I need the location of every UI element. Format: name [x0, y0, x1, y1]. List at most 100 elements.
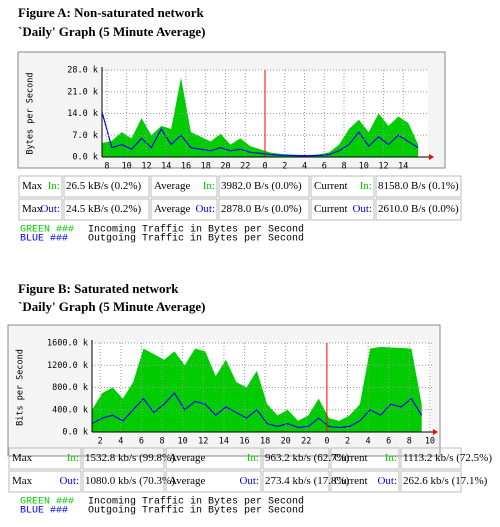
stat-label-cell — [165, 447, 262, 470]
stat-label: Max — [22, 180, 43, 192]
y-tick-label: 800.0 k — [52, 383, 88, 393]
stat-value: 8158.0 B/s (0.1%) — [378, 180, 459, 192]
x-tick-label: 10 — [425, 437, 435, 447]
legend-marker: GREEN ### — [20, 497, 74, 508]
x-tick-label: 22 — [240, 162, 250, 172]
y-tick-label: 21.0 k — [67, 87, 98, 97]
stat-direction: Out: — [59, 475, 79, 487]
stat-label-cell — [8, 470, 82, 493]
y-tick-label: 7.0 k — [72, 131, 98, 141]
stat-value: 3982.0 B/s (0.0%) — [221, 180, 302, 192]
y-axis-label: Bits per Second — [16, 349, 26, 426]
x-tick-label: 6 — [322, 162, 327, 172]
stat-label: Max — [12, 475, 33, 487]
y-tick-label: 14.0 k — [67, 109, 98, 119]
legend-marker: BLUE ### — [20, 234, 68, 245]
x-tick-label: 8 — [341, 162, 346, 172]
stat-label: Average — [154, 180, 191, 192]
x-tick-label: 14 — [219, 437, 229, 447]
y-tick-label: 0.0 k — [72, 153, 98, 163]
stat-label: Average — [169, 475, 206, 487]
x-tick-label: 12 — [141, 162, 151, 172]
x-tick-label: 0 — [324, 437, 329, 447]
stat-label-cell — [8, 447, 82, 470]
stat-value-cell — [63, 198, 150, 221]
stat-label-cell — [330, 447, 400, 470]
x-tick-label: 16 — [239, 437, 249, 447]
x-tick-label: 14 — [161, 162, 171, 172]
legend-marker: BLUE ### — [20, 506, 68, 517]
stat-value-cell — [82, 447, 165, 470]
x-tick-label: 6 — [386, 437, 391, 447]
outgoing-line — [91, 392, 423, 429]
x-tick-label: 10 — [178, 437, 188, 447]
stat-label: Max — [12, 452, 33, 464]
stat-value-cell — [82, 470, 165, 493]
legend-text: Outgoing Traffic in Bytes per Second — [88, 505, 304, 517]
x-tick-label: 2 — [345, 437, 350, 447]
y-tick-label: 1600.0 k — [47, 339, 88, 349]
x-tick-label: 0 — [262, 162, 267, 172]
x-tick-label: 10 — [122, 162, 132, 172]
now-arrow — [429, 154, 434, 160]
stat-value-cell — [400, 447, 462, 470]
x-tick-label: 6 — [139, 437, 144, 447]
y-tick-label: 28.0 k — [67, 66, 98, 76]
legend-text: Incoming Traffic in Bytes per Second — [88, 224, 304, 236]
stat-value: 2610.0 B/s (0.0%) — [378, 203, 459, 215]
stat-value: 273.4 kb/s (17.8%) — [265, 475, 350, 487]
incoming-area — [92, 346, 422, 432]
stat-value: 963.2 kb/s (62.7%) — [265, 452, 350, 464]
stat-direction: In: — [203, 180, 215, 192]
x-tick-label: 12 — [198, 437, 208, 447]
now-arrow — [433, 429, 438, 435]
figure-subtitle: `Daily' Graph (5 Minute Average) — [18, 299, 206, 314]
outgoing-line — [101, 111, 419, 157]
y-tick-label: 400.0 k — [52, 405, 88, 415]
x-tick-label: 22 — [301, 437, 311, 447]
stat-label-cell — [330, 470, 400, 493]
x-tick-label: 2 — [98, 437, 103, 447]
stat-value-cell — [262, 447, 330, 470]
figure-subtitle: `Daily' Graph (5 Minute Average) — [18, 24, 206, 39]
x-tick-label: 18 — [260, 437, 270, 447]
figure-title: Figure A: Non-saturated network — [18, 5, 204, 20]
stat-value: 2878.0 B/s (0.0%) — [221, 203, 302, 215]
stat-label: Current — [334, 475, 368, 487]
stat-label: Max — [22, 203, 43, 215]
stat-value-cell — [375, 175, 462, 198]
x-tick-label: 20 — [220, 162, 230, 172]
stat-direction: In: — [247, 452, 259, 464]
y-tick-label: 0.0 k — [62, 428, 88, 438]
stat-label-cell — [18, 175, 63, 198]
x-tick-label: 16 — [181, 162, 191, 172]
stat-value-cell — [400, 470, 462, 493]
stat-value: 1080.0 kb/s (70.3%) — [85, 475, 175, 487]
stat-label: Current — [314, 203, 348, 215]
stat-label: Current — [314, 180, 348, 192]
legend-text: Outgoing Traffic in Bytes per Second — [88, 233, 304, 245]
stat-direction: Out: — [239, 475, 259, 487]
x-tick-label: 4 — [366, 437, 371, 447]
stat-value-cell — [63, 175, 150, 198]
stat-direction: Out: — [195, 203, 215, 215]
stat-label: Average — [169, 452, 206, 464]
x-tick-label: 4 — [302, 162, 307, 172]
stat-label-cell — [150, 175, 218, 198]
stat-label-cell — [310, 198, 375, 221]
x-tick-label: 2 — [282, 162, 287, 172]
x-tick-label: 14 — [398, 162, 408, 172]
stat-value: 1532.8 kb/s (99.8%) — [85, 452, 175, 464]
legend-text: Incoming Traffic in Bytes per Second — [88, 496, 304, 508]
x-tick-label: 10 — [359, 162, 369, 172]
stat-direction: Out: — [352, 203, 372, 215]
stat-value: 26.5 kB/s (0.2%) — [66, 180, 142, 192]
stat-value-cell — [262, 470, 330, 493]
stat-direction: In: — [385, 452, 397, 464]
y-axis-label: Bytes per Second — [26, 73, 36, 155]
stat-label-cell — [150, 198, 218, 221]
stat-value: 262.6 kb/s (17.1%) — [403, 475, 488, 487]
x-tick-label: 18 — [201, 162, 211, 172]
stat-direction: In: — [360, 180, 372, 192]
